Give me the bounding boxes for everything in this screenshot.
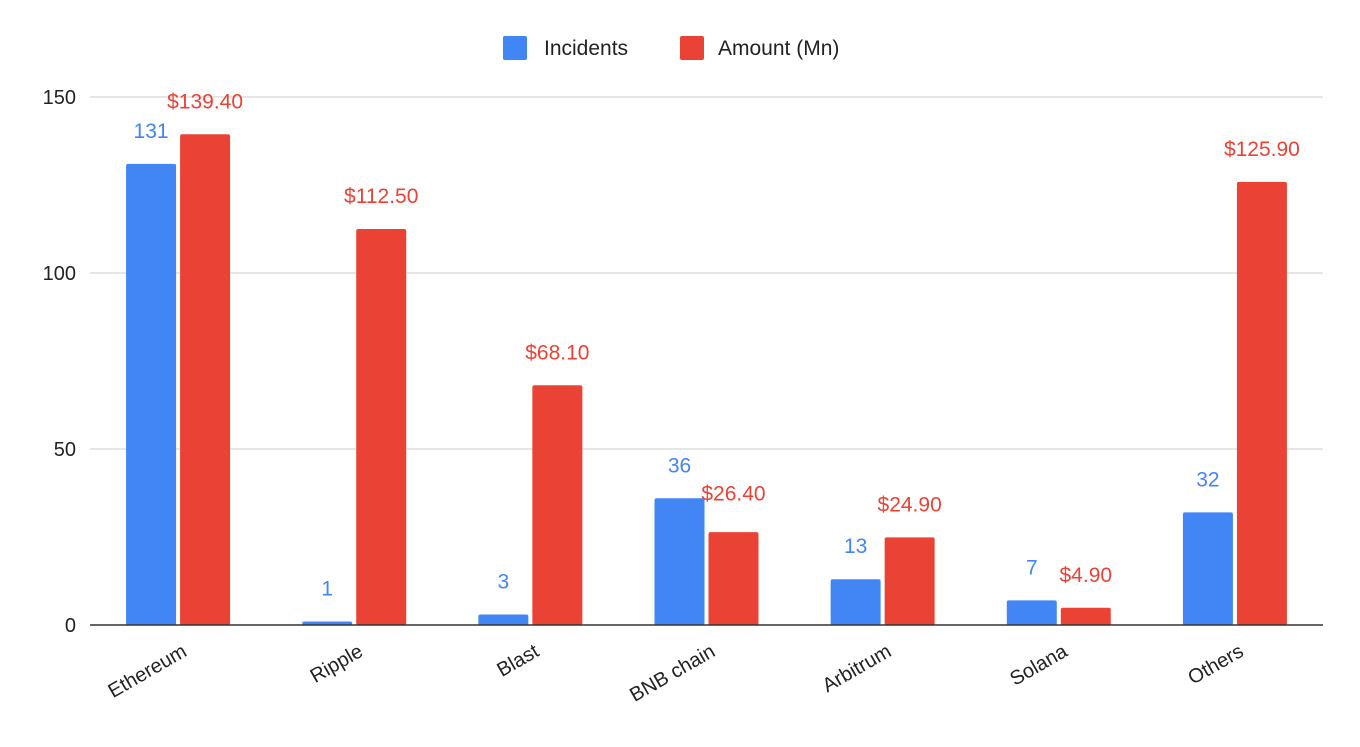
- chart-bars: [126, 134, 1287, 625]
- y-tick-label: 100: [43, 263, 76, 285]
- bar-amount-mn--1: [356, 229, 407, 625]
- bar-amount-mn--2: [532, 385, 583, 625]
- data-label: 32: [1196, 468, 1219, 491]
- legend-swatch-0: [503, 36, 527, 60]
- legend-label-1: Amount (Mn): [718, 37, 839, 60]
- y-tick-label: 150: [43, 87, 76, 109]
- x-category-label: Solana: [1006, 640, 1072, 691]
- x-category-label: Blast: [493, 640, 543, 682]
- chart-data-labels: 131 $139.40 1 $112.50 3 $68.10 36 $26.40 13 $24.9…: [134, 90, 1300, 600]
- bar-amount-mn--6: [1236, 181, 1287, 625]
- chart-gridlines: [90, 96, 1323, 450]
- x-category-label: BNB chain: [626, 640, 719, 706]
- bar-incidents-2: [478, 614, 529, 625]
- bar-amount-mn--4: [884, 537, 935, 625]
- bar-amount-mn--0: [180, 134, 231, 625]
- bar-incidents-5: [1006, 600, 1057, 625]
- bar-incidents-6: [1182, 512, 1233, 625]
- y-tick-label: 0: [65, 615, 76, 637]
- data-label: 131: [134, 120, 169, 143]
- bar-incidents-1: [302, 621, 353, 625]
- data-label: 3: [498, 570, 510, 593]
- x-category-label: Ripple: [307, 640, 367, 687]
- data-label: $26.40: [701, 482, 765, 505]
- bar-amount-mn--5: [1060, 607, 1111, 625]
- data-label: $68.10: [525, 341, 589, 364]
- x-axis: Ethereum Ripple Blast BNB chain Arbitrum Sola…: [90, 624, 1323, 707]
- data-label: 36: [668, 454, 691, 477]
- data-label: $4.90: [1060, 564, 1113, 587]
- x-category-label: Arbitrum: [819, 640, 895, 697]
- data-label: $139.40: [167, 90, 243, 113]
- chart-legend: Incidents Amount (Mn): [503, 36, 839, 60]
- legend-swatch-1: [680, 36, 704, 60]
- legend-label-0: Incidents: [544, 37, 628, 60]
- data-label: $112.50: [344, 185, 418, 208]
- data-label: $125.90: [1224, 138, 1300, 161]
- bar-incidents-0: [126, 163, 177, 625]
- y-axis: 0 50 100 150: [43, 87, 76, 637]
- bar-incidents-3: [654, 498, 705, 625]
- x-category-label: Others: [1184, 640, 1247, 689]
- data-label: $24.90: [878, 493, 942, 516]
- x-category-label: Ethereum: [104, 640, 190, 702]
- bar-amount-mn--3: [708, 532, 759, 625]
- y-tick-label: 50: [54, 439, 76, 461]
- bar-incidents-4: [830, 579, 881, 625]
- data-label: 1: [321, 577, 333, 600]
- data-label: 13: [844, 535, 867, 558]
- data-label: 7: [1026, 556, 1038, 579]
